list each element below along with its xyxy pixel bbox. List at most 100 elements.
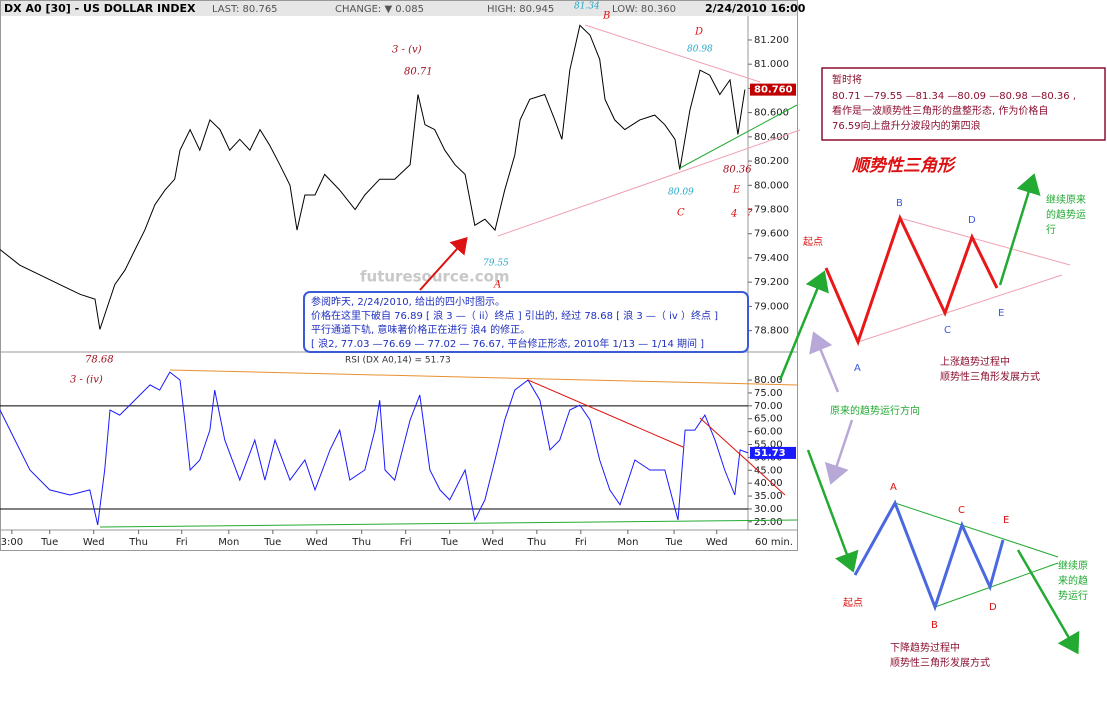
x-tick-label: Wed xyxy=(83,537,105,548)
x-tick-label: Mon xyxy=(617,537,638,548)
x-tick-label: Wed xyxy=(706,537,728,548)
note-line: 看作是一波顺势性三角形的盘整形态, 作为价格自 xyxy=(832,104,1048,117)
x-tick-label: Wed xyxy=(482,537,504,548)
wave-label: 3 - (iv) xyxy=(70,375,103,386)
y-tick-label: 79.000 xyxy=(754,301,789,312)
x-tick-label: Tue xyxy=(440,537,458,548)
x-tick-label: Mon xyxy=(218,537,239,548)
wave-price: 80.98 xyxy=(687,45,713,55)
wave-label: ? xyxy=(747,208,753,219)
arrow xyxy=(809,331,840,393)
diagram-title: 顺势性三角形 xyxy=(851,156,957,176)
chart-title: DX A0 [30] - US DOLLAR INDEX xyxy=(4,2,196,15)
diagram-note: 的趋势运 xyxy=(1046,208,1086,221)
last-value-label: 51.73 xyxy=(754,448,786,459)
diagram-label: D xyxy=(989,602,997,613)
header-last: LAST: 80.765 xyxy=(212,4,278,15)
wave-label: C xyxy=(677,208,685,219)
diagram-caption: 顺势性三角形发展方式 xyxy=(890,656,990,669)
note-line: 80.71 —79.55 —81.34 —80.09 —80.98 —80.36… xyxy=(832,91,1076,102)
y-tick-label: 25.00 xyxy=(754,517,783,528)
price-line xyxy=(0,24,746,330)
diagram-note: 继续原 xyxy=(1058,559,1088,572)
x-tick-label: Fri xyxy=(400,537,412,548)
zigzag xyxy=(824,214,999,347)
header-low: LOW: 80.360 xyxy=(612,4,676,15)
x-unit-label: 60 min. xyxy=(755,537,793,548)
y-tick-label: 60.00 xyxy=(754,427,783,438)
diagram-label: 起点 xyxy=(803,236,823,248)
y-tick-label: 80.200 xyxy=(754,156,789,167)
wave-price: 79.55 xyxy=(483,259,509,269)
diagram-caption: 下降趋势过程中 xyxy=(890,641,960,654)
y-tick-label: 80.600 xyxy=(754,108,789,119)
x-tick-label: Tue xyxy=(665,537,683,548)
diagram-note: 原来的趋势运行方向 xyxy=(830,404,920,417)
wave-price: 80.09 xyxy=(668,188,694,198)
x-tick-label: Thu xyxy=(526,537,546,548)
y-tick-label: 79.400 xyxy=(754,253,789,264)
triangle-line xyxy=(934,562,1059,608)
rsi-trend-line xyxy=(99,519,798,528)
trend-line xyxy=(497,129,801,237)
last-value-label: 80.760 xyxy=(754,85,793,96)
arrow xyxy=(419,237,468,291)
arrow xyxy=(806,449,859,573)
wave-label: E xyxy=(732,185,741,196)
header-high: HIGH: 80.945 xyxy=(487,4,554,15)
y-tick-label: 70.00 xyxy=(754,401,783,412)
rsi-trend-line xyxy=(169,369,798,386)
y-tick-label: 78.800 xyxy=(754,326,789,337)
last-value-box xyxy=(750,446,796,459)
y-tick-label: 30.00 xyxy=(754,504,783,515)
diagram-note: 行 xyxy=(1046,223,1056,236)
diagram-label: 起点 xyxy=(843,597,863,609)
note-line: 76.59向上盘升分波段内的第四浪 xyxy=(832,119,981,132)
arrow xyxy=(824,419,854,485)
diagram-note: 继续原来 xyxy=(1046,193,1086,206)
rsi-title: RSI (DX A0,14) = 51.73 xyxy=(345,356,451,366)
trend-line xyxy=(584,24,761,83)
diagram-caption: 上涨趋势过程中 xyxy=(940,355,1010,368)
wave-price: 81.34 xyxy=(574,2,600,12)
last-value-box xyxy=(750,83,796,96)
triangle-line xyxy=(894,502,1059,558)
triangle-line xyxy=(899,217,1071,266)
wave-price: 80.71 xyxy=(404,67,433,78)
diagram-label: B xyxy=(931,620,938,631)
note-line: 暂时将 xyxy=(832,74,862,86)
trend-line xyxy=(679,104,798,169)
x-tick-label: Tue xyxy=(40,537,58,548)
y-tick-label: 40.00 xyxy=(754,478,783,489)
y-tick-label: 79.800 xyxy=(754,205,789,216)
y-tick-label: 55.00 xyxy=(754,440,783,451)
x-tick-label: Fri xyxy=(176,537,188,548)
y-tick-label: 45.00 xyxy=(754,465,783,476)
x-tick-label: Fri xyxy=(575,537,587,548)
note-box xyxy=(821,67,1106,141)
arrow xyxy=(998,173,1041,286)
note-line: 平行通道下轨, 意味著价格正在进行 浪4 的修正。 xyxy=(311,323,530,336)
header-bar xyxy=(1,1,797,16)
note-line: 价格在这里下破自 76.89 [ 浪 3 —（ ii）终点 ] 引出的, 经过 … xyxy=(311,309,718,322)
note-line: 参阅昨天, 2/24/2010, 给出的四小时图示。 xyxy=(311,295,505,308)
x-tick-label: Wed xyxy=(306,537,328,548)
x-tick-label: Thu xyxy=(351,537,371,548)
rsi-trend-line xyxy=(527,379,684,448)
y-tick-label: 81.200 xyxy=(754,35,789,46)
price-line xyxy=(0,371,749,526)
chart-layer: 78.800 79.000 79.200 79.400 79.600 79.800 80.0… xyxy=(0,24,796,548)
header-datetime: 2/24/2010 16:00 xyxy=(705,2,806,15)
y-tick-label: 80.400 xyxy=(754,132,789,143)
wave-label: D xyxy=(694,27,703,38)
y-tick-label: 79.600 xyxy=(754,229,789,240)
x-tick-label: Thu xyxy=(128,537,148,548)
chart-frame xyxy=(0,0,798,551)
triangle-line xyxy=(857,274,1063,343)
rsi-trend-line xyxy=(699,417,786,496)
diagram-label: C xyxy=(958,505,965,516)
y-tick-label: 35.00 xyxy=(754,491,783,502)
header-change: CHANGE: ▼ 0.085 xyxy=(335,4,424,15)
